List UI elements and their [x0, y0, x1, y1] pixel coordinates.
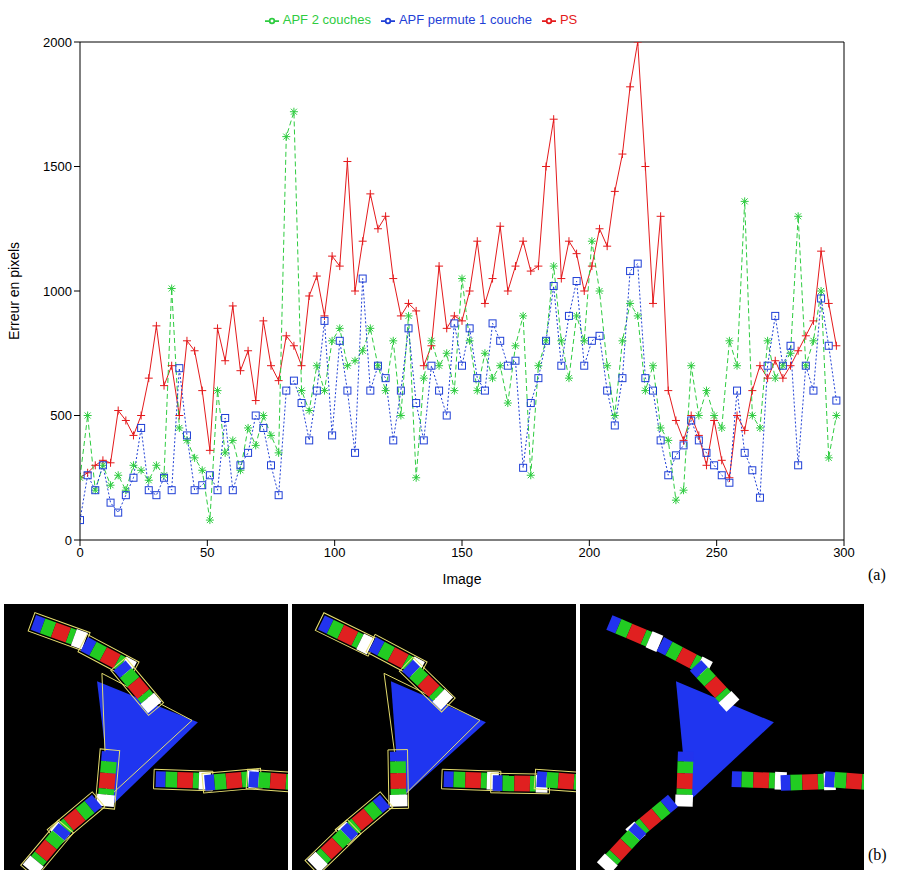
html-text:(a): (a) — [868, 566, 886, 583]
html-text:APF permute 1 couche: APF permute 1 couche — [398, 12, 532, 27]
svg-text:200: 200 — [578, 545, 600, 560]
svg-text:100: 100 — [324, 545, 346, 560]
svg-text:0: 0 — [65, 533, 72, 548]
svg-text:50: 50 — [200, 545, 214, 560]
svg-text:Image: Image — [443, 571, 482, 587]
svg-text:250: 250 — [706, 545, 728, 560]
svg-text:1000: 1000 — [43, 284, 72, 299]
svg-text:300: 300 — [833, 545, 855, 560]
svg-text:150: 150 — [451, 545, 473, 560]
html-text:PS: PS — [559, 12, 578, 27]
svg-text:Erreur en pixels: Erreur en pixels — [6, 242, 22, 340]
svg-text:2000: 2000 — [43, 35, 72, 50]
svg-text:500: 500 — [50, 408, 72, 423]
html-text:(b): (b) — [868, 846, 887, 863]
html-text:APF 2 couches: APF 2 couches — [282, 12, 371, 27]
svg-text:1500: 1500 — [43, 159, 72, 174]
svg-text:0: 0 — [76, 545, 83, 560]
